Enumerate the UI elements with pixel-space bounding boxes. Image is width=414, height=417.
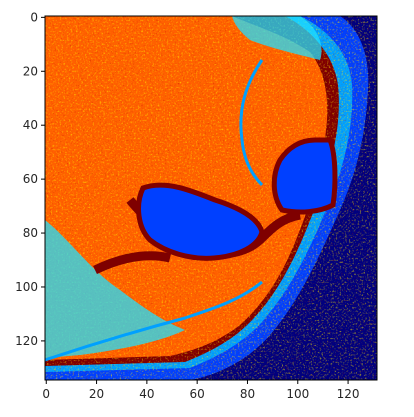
heatmap-region-cyan-patch-top: [232, 16, 322, 60]
heatmap-image: [45, 16, 377, 380]
y-tick-label: 20: [23, 64, 38, 78]
heatmap-lumen-left: [136, 182, 265, 261]
x-tick-label: 0: [42, 387, 50, 401]
y-tick-label: 80: [23, 226, 38, 240]
y-axis: 0 20 40 60 80 100 120: [15, 10, 45, 348]
y-tick-label: 40: [23, 118, 38, 132]
heatmap-vessel: [45, 280, 263, 362]
heatmap-curve-channel-lower: [93, 251, 172, 275]
x-tick-label: 40: [139, 387, 154, 401]
heatmap-vessel-upper: [239, 59, 264, 187]
y-tick-label: 60: [23, 172, 38, 186]
y-tick-label: 120: [15, 334, 38, 348]
heatmap-region-cyan-patch: [45, 220, 185, 358]
x-tick-label: 80: [240, 387, 255, 401]
y-tick-label: 0: [30, 10, 38, 24]
x-tick-label: 120: [337, 387, 360, 401]
x-tick-label: 60: [190, 387, 205, 401]
x-axis: 0 20 40 60 80 100 120: [42, 380, 360, 401]
heatmap-lumen-right: [271, 137, 338, 215]
x-tick-label: 20: [89, 387, 104, 401]
x-tick-label: 100: [286, 387, 309, 401]
plot-frame: [44, 15, 378, 381]
y-tick-label: 100: [15, 280, 38, 294]
